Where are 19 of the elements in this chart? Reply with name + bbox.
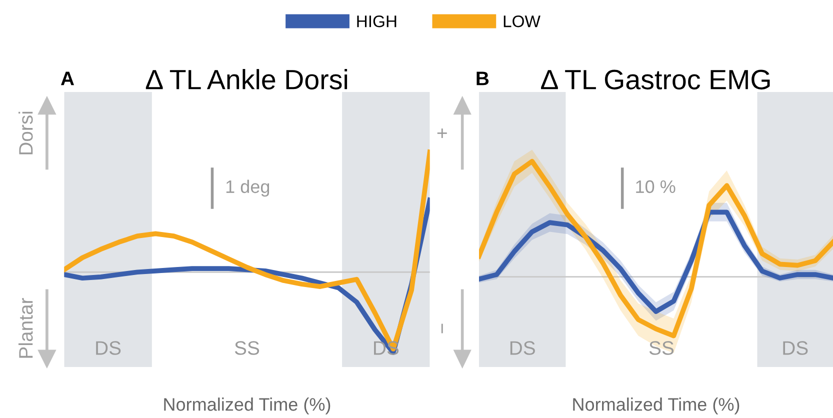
- legend-label: HIGH: [357, 15, 396, 28]
- text: DS: [510, 341, 535, 355]
- x-axis-title: Normalized Time (%): [164, 398, 330, 414]
- x-axis-title: Normalized Time (%): [573, 398, 740, 414]
- text: A: [60, 72, 74, 86]
- text: −: [441, 324, 443, 334]
- annotation: 10 %: [636, 180, 676, 194]
- text: Plantar: [18, 298, 33, 358]
- text: DS: [783, 341, 808, 355]
- text: Dorsi: [18, 112, 33, 154]
- chart-title: Δ TL Gastroc EMG: [541, 70, 770, 90]
- chart-title: Δ TL Ankle Dorsi: [146, 69, 348, 90]
- annotation: SS: [234, 341, 260, 355]
- annotation: DS: [96, 341, 121, 355]
- text: SS: [649, 341, 674, 355]
- annotation: 1 deg: [226, 180, 270, 197]
- text: B: [476, 72, 489, 86]
- legend-label: LOW: [504, 15, 540, 28]
- text: +: [437, 128, 447, 138]
